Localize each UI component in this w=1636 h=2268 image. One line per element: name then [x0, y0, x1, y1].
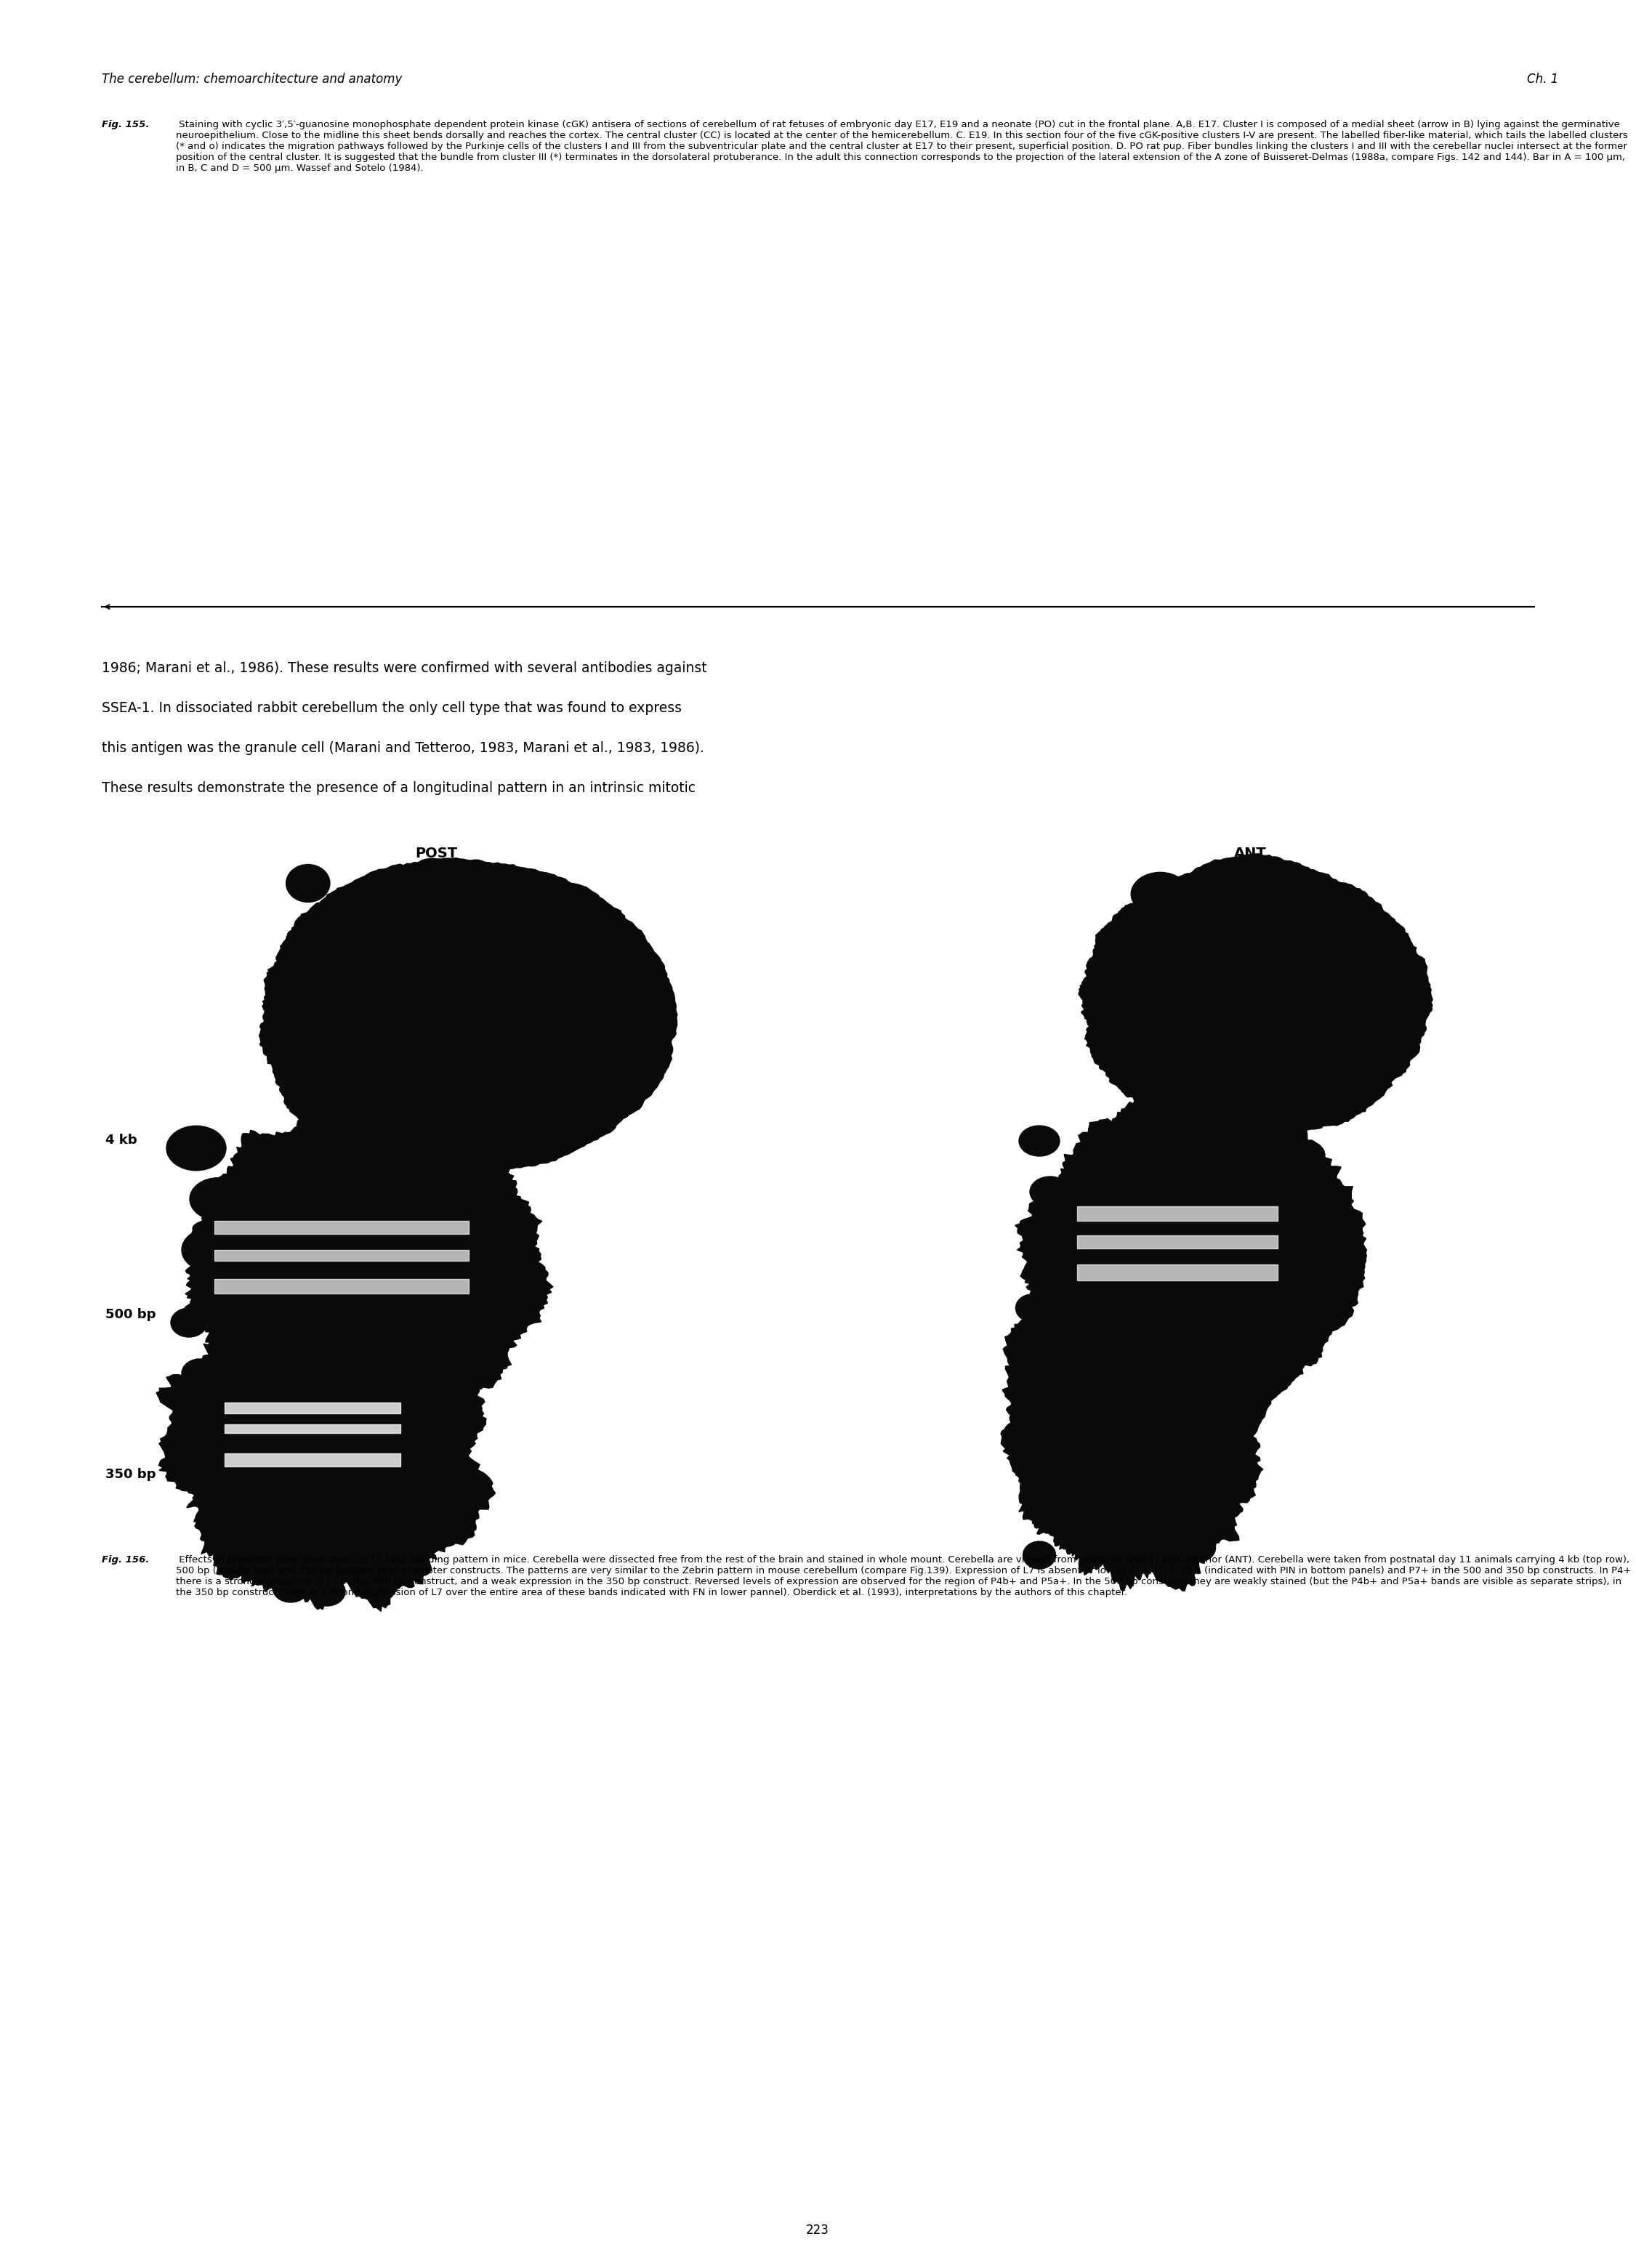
Ellipse shape	[417, 1374, 455, 1402]
Ellipse shape	[1291, 1191, 1332, 1222]
Ellipse shape	[461, 864, 514, 919]
Text: PIN: PIN	[358, 1522, 383, 1535]
Ellipse shape	[182, 1227, 240, 1272]
Polygon shape	[185, 1102, 553, 1424]
Text: The cerebellum: chemoarchitecture and anatomy: The cerebellum: chemoarchitecture and an…	[101, 73, 402, 86]
Text: 1986; Marani et al., 1986). These results were confirmed with several antibodies: 1986; Marani et al., 1986). These result…	[101, 662, 707, 676]
Polygon shape	[157, 1272, 496, 1610]
Ellipse shape	[1250, 866, 1309, 909]
Text: 500 bp: 500 bp	[105, 1309, 155, 1322]
Ellipse shape	[1183, 1533, 1216, 1563]
Text: 350 bp: 350 bp	[105, 1467, 155, 1481]
Text: this antigen was the granule cell (Marani and Tetteroo, 1983, Marani et al., 198: this antigen was the granule cell (Maran…	[101, 742, 703, 755]
Ellipse shape	[1130, 873, 1189, 916]
Ellipse shape	[1193, 873, 1250, 919]
Ellipse shape	[420, 864, 502, 914]
Ellipse shape	[190, 1177, 247, 1220]
Ellipse shape	[1022, 1542, 1055, 1569]
Text: 223: 223	[807, 2223, 829, 2236]
Ellipse shape	[342, 1386, 384, 1420]
Text: VN: VN	[1058, 1411, 1078, 1424]
Ellipse shape	[411, 1322, 447, 1352]
Text: These results demonstrate the presence of a longitudinal pattern in an intrinsic: These results demonstrate the presence o…	[101, 780, 695, 796]
Ellipse shape	[283, 1379, 327, 1413]
Text: ANT: ANT	[1234, 846, 1266, 860]
Text: Ch. 1: Ch. 1	[1526, 73, 1559, 86]
Ellipse shape	[1284, 1141, 1325, 1170]
Ellipse shape	[1029, 1177, 1070, 1207]
Ellipse shape	[1019, 1125, 1060, 1157]
Ellipse shape	[1198, 1302, 1230, 1329]
Ellipse shape	[182, 1359, 218, 1388]
Text: Fig. 156.: Fig. 156.	[101, 1556, 149, 1565]
Text: Effects of promotor gene truncation on L7-lacZ banding pattern in mice. Cerebell: Effects of promotor gene truncation on L…	[177, 1556, 1631, 1597]
Ellipse shape	[178, 1411, 214, 1438]
Ellipse shape	[273, 1574, 309, 1603]
Ellipse shape	[286, 864, 330, 903]
Polygon shape	[258, 857, 677, 1173]
Text: Fig. 155.: Fig. 155.	[101, 120, 149, 129]
Ellipse shape	[443, 1141, 502, 1184]
Ellipse shape	[309, 1576, 345, 1606]
Polygon shape	[1001, 1245, 1278, 1590]
Ellipse shape	[170, 1309, 208, 1338]
Polygon shape	[1014, 1077, 1366, 1413]
Text: FN: FN	[216, 1411, 234, 1424]
Ellipse shape	[1016, 1295, 1049, 1322]
Text: SSEA-1. In dissociated rabbit cerebellum the only cell type that was found to ex: SSEA-1. In dissociated rabbit cerebellum…	[101, 701, 682, 714]
Text: 4 kb: 4 kb	[105, 1134, 137, 1148]
Polygon shape	[1078, 853, 1433, 1139]
Ellipse shape	[167, 1125, 226, 1170]
Text: POST: POST	[416, 846, 456, 860]
Ellipse shape	[456, 1191, 517, 1236]
Ellipse shape	[1127, 1370, 1168, 1399]
Text: Staining with cyclic 3′,5′-guanosine monophosphate dependent protein kinase (cGK: Staining with cyclic 3′,5′-guanosine mon…	[177, 120, 1628, 172]
Ellipse shape	[375, 875, 455, 916]
